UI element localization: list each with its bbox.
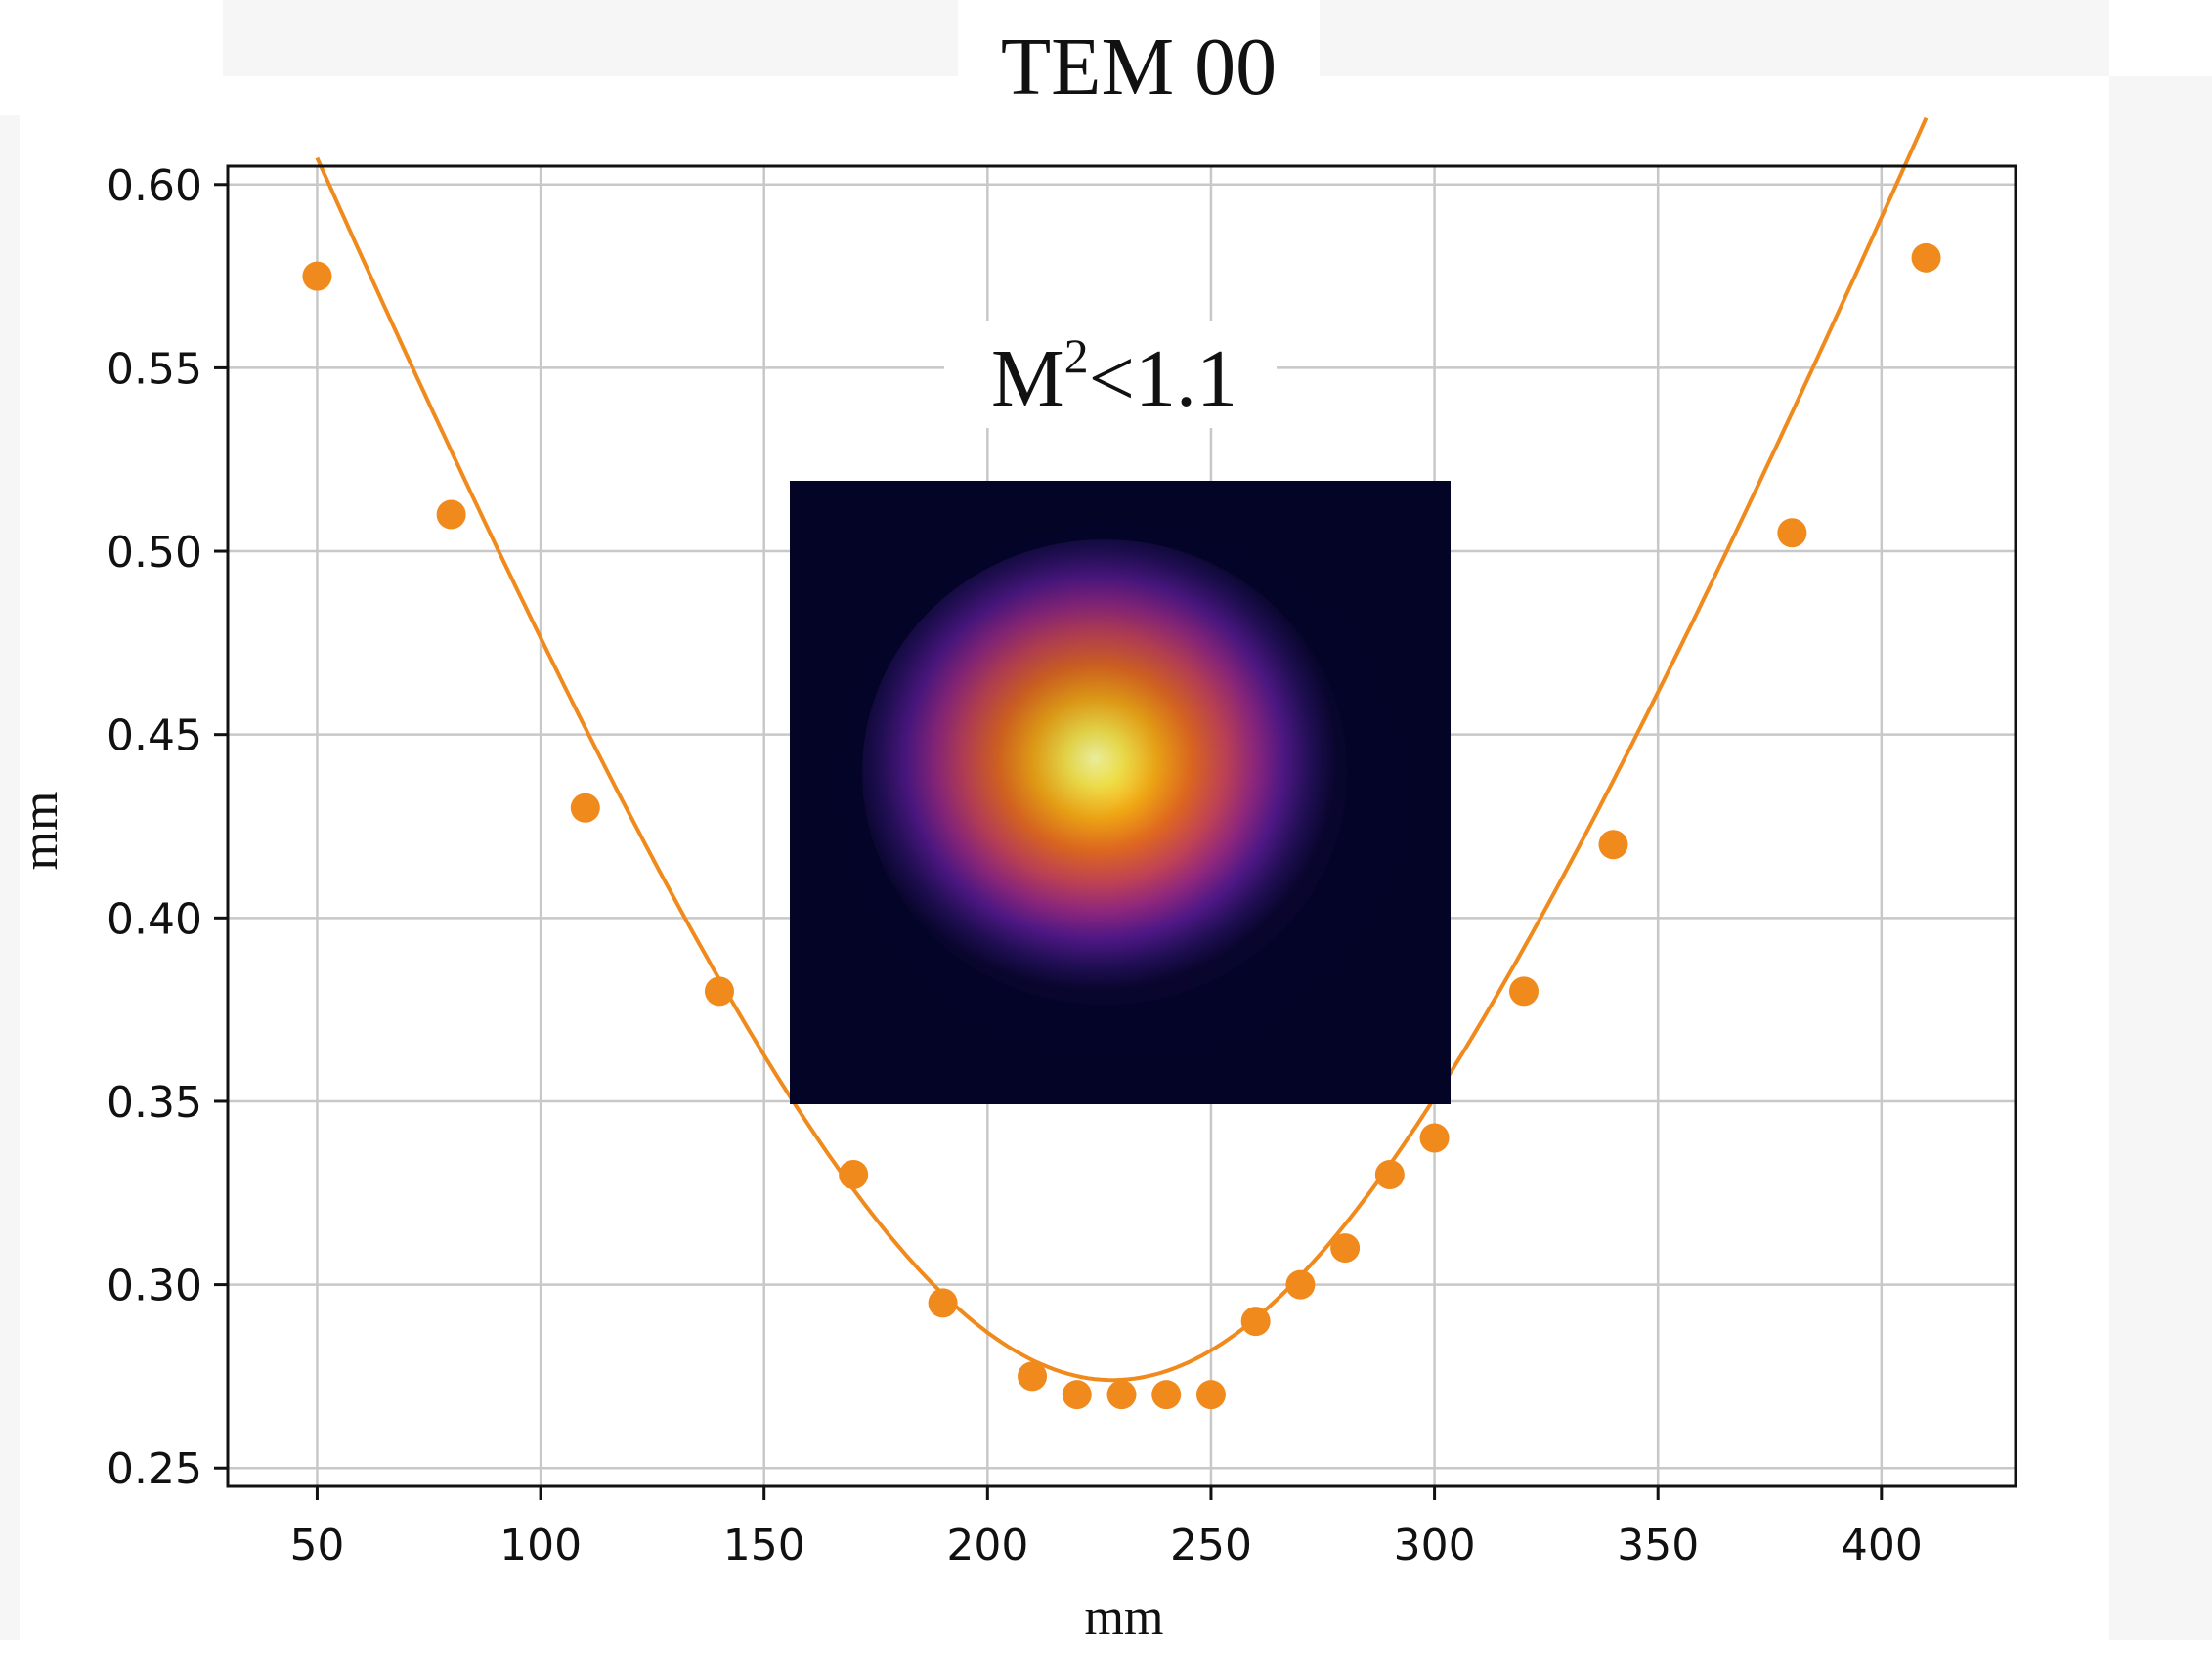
fit-curve-layer: [315, 116, 1929, 1383]
background-band-top-left: [223, 0, 958, 76]
y-axis-label: mm: [13, 792, 68, 871]
x-tick-label: 300: [1394, 1521, 1476, 1570]
data-point: [704, 976, 734, 1007]
data-point: [1374, 1160, 1405, 1190]
data-point: [839, 1160, 869, 1190]
x-tick-label: 250: [1170, 1521, 1252, 1570]
data-point: [1419, 1123, 1450, 1153]
x-tick-label: 50: [289, 1521, 344, 1570]
y-tick-label: 0.55: [107, 344, 202, 394]
data-point: [1777, 518, 1807, 548]
data-point: [1285, 1269, 1316, 1300]
data-point: [436, 499, 466, 530]
y-tick-label: 0.60: [107, 161, 202, 211]
y-tick-label: 0.35: [107, 1078, 202, 1128]
data-point: [1911, 242, 1941, 273]
y-ticks: 0.25 0.30 0.35 0.40 0.45 0.50 0.55 0.60: [107, 161, 228, 1494]
background-band-left: [0, 115, 20, 1640]
data-point: [1509, 976, 1540, 1007]
title-background: [958, 0, 1320, 115]
axes-frame: [226, 164, 2017, 1488]
y-tick-label: 0.25: [107, 1444, 202, 1494]
beam-profile-inset: [790, 481, 1451, 1104]
x-axis-label: mm: [1085, 1590, 1164, 1646]
fit-curve: [315, 116, 1929, 1383]
y-tick-label: 0.50: [107, 528, 202, 578]
data-point: [1330, 1233, 1361, 1264]
y-tick-label: 0.30: [107, 1262, 202, 1311]
data-point: [1240, 1307, 1271, 1337]
data-point: [570, 793, 600, 823]
data-point: [1598, 830, 1628, 860]
data-point: [1195, 1380, 1226, 1410]
x-tick-label: 200: [946, 1521, 1028, 1570]
x-tick-label: 400: [1841, 1521, 1923, 1570]
x-ticks: 50 100 150 200 250 300 350 400: [289, 1486, 1923, 1570]
m2-annotation: M2<1.1: [991, 328, 1237, 424]
data-point: [1018, 1361, 1048, 1392]
x-tick-label: 350: [1617, 1521, 1699, 1570]
y-tick-label: 0.40: [107, 894, 202, 944]
y-tick-label: 0.45: [107, 711, 202, 761]
background-band-right: [2109, 76, 2212, 1640]
data-point: [302, 261, 332, 291]
data-point: [1106, 1380, 1137, 1410]
x-tick-label: 150: [723, 1521, 805, 1570]
data-point: [928, 1288, 958, 1318]
annotation-background: [944, 321, 1277, 428]
x-tick-label: 100: [499, 1521, 582, 1570]
chart-title: TEM 00: [1001, 21, 1277, 112]
data-point: [1151, 1380, 1182, 1410]
data-point: [1062, 1380, 1092, 1410]
background-band-top-right: [1320, 0, 2109, 76]
data-points-layer: [302, 242, 1941, 1410]
